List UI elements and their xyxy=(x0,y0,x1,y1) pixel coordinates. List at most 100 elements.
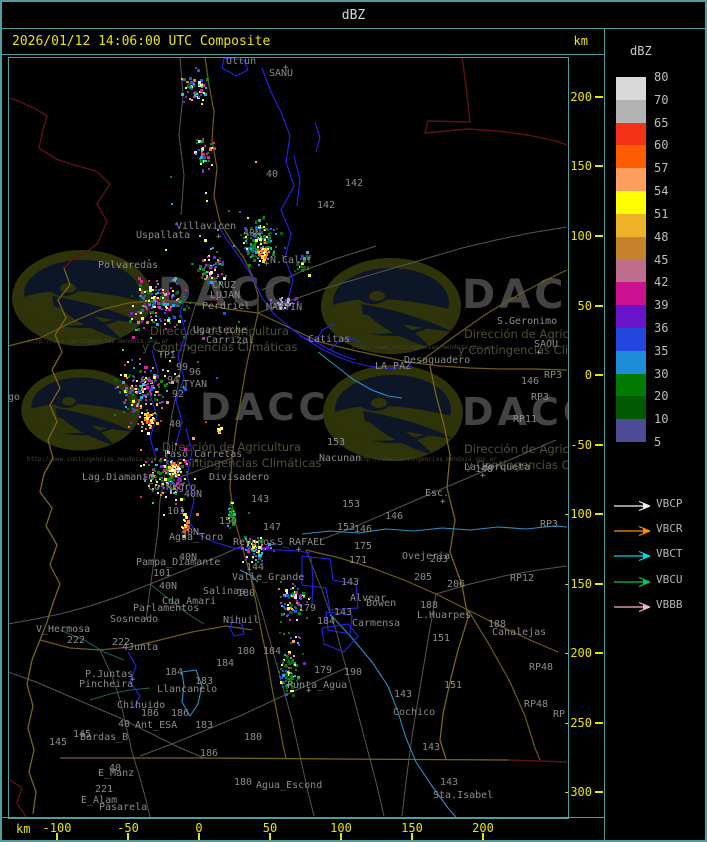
radar-echo-pixel xyxy=(264,250,267,253)
radar-echo-pixel xyxy=(264,248,266,250)
radar-echo-pixel xyxy=(155,312,157,314)
radar-echo-pixel xyxy=(149,474,151,476)
place-label: 143 xyxy=(341,577,360,588)
radar-echo-pixel xyxy=(217,274,219,276)
colorbar-swatch-36 xyxy=(616,328,646,351)
header-bar: 2026/01/12 14:06:00 UTC Composite km xyxy=(2,29,604,54)
radar-echo-pixel xyxy=(295,607,297,609)
radar-echo-pixel xyxy=(308,274,311,277)
radar-echo-pixel xyxy=(262,547,265,550)
radar-echo-pixel xyxy=(210,248,212,250)
place-label: 40 xyxy=(118,719,131,730)
radar-echo-pixel xyxy=(125,399,127,401)
radar-echo-pixel xyxy=(290,588,292,590)
radar-echo-pixel xyxy=(291,685,293,687)
radar-echo-pixel xyxy=(165,496,167,498)
bottom-axis-tick-label: 200 xyxy=(472,821,494,835)
place-label: Villavicen xyxy=(176,221,237,232)
radar-echo-pixel xyxy=(273,550,275,552)
radar-echo-pixel xyxy=(211,147,213,149)
radar-echo-pixel xyxy=(184,320,186,322)
radar-echo-pixel xyxy=(141,379,144,382)
radar-echo-pixel xyxy=(144,371,146,373)
radar-echo-pixel xyxy=(270,547,272,549)
right-axis-tick xyxy=(595,513,603,515)
map-line xyxy=(395,363,413,369)
radar-echo-pixel xyxy=(209,272,212,275)
radar-echo-pixel xyxy=(261,231,263,233)
colorbar-value-label: 30 xyxy=(654,366,669,381)
radar-echo-pixel xyxy=(284,307,286,309)
right-axis-tick xyxy=(595,722,603,724)
place-label: E_Alam xyxy=(81,795,118,806)
radar-echo-pixel xyxy=(138,401,140,403)
radar-echo-pixel xyxy=(202,155,205,158)
place-label: Llancanelo xyxy=(157,684,218,695)
place-label: Canalejas xyxy=(492,627,547,638)
radar-echo-pixel xyxy=(141,317,144,320)
radar-echo-pixel xyxy=(296,263,299,266)
map-line xyxy=(467,609,541,761)
radar-echo-pixel xyxy=(266,252,268,254)
radar-echo-pixel xyxy=(251,543,253,545)
radar-echo-pixel xyxy=(253,553,255,555)
radar-echo-pixel xyxy=(250,256,252,258)
radar-echo-pixel xyxy=(130,386,132,388)
place-label: 146 xyxy=(354,524,373,535)
radar-echo-pixel xyxy=(204,145,206,147)
radar-echo-pixel xyxy=(143,296,145,298)
radar-echo-pixel xyxy=(133,367,135,369)
radar-echo-pixel xyxy=(180,498,183,501)
map-line xyxy=(401,593,437,817)
place-label: Pincheira xyxy=(79,679,134,690)
place-label: MARTIN xyxy=(266,302,303,313)
radar-echo-layer xyxy=(114,67,311,697)
radar-echo-pixel xyxy=(144,388,146,390)
radar-echo-pixel xyxy=(139,416,141,418)
radar-echo-pixel xyxy=(184,388,187,391)
radar-echo-pixel xyxy=(170,287,172,289)
place-label: 145 xyxy=(49,737,68,748)
radar-echo-pixel xyxy=(253,259,256,262)
radar-echo-pixel xyxy=(285,304,287,306)
radar-echo-pixel xyxy=(148,280,150,282)
radar-echo-pixel xyxy=(152,413,154,415)
place-label: SAOU xyxy=(534,339,559,350)
radar-echo-pixel xyxy=(157,384,159,386)
radar-echo-pixel xyxy=(267,258,269,260)
radar-echo-pixel xyxy=(159,318,161,320)
radar-echo-pixel xyxy=(247,550,250,553)
colorbar-value-label: 60 xyxy=(654,138,669,153)
station-marker: + xyxy=(306,686,312,696)
radar-echo-pixel xyxy=(167,473,169,475)
radar-echo-pixel xyxy=(233,513,236,516)
radar-echo-pixel xyxy=(289,619,291,621)
radar-echo-pixel xyxy=(152,502,154,504)
radar-echo-pixel xyxy=(149,289,152,292)
radar-echo-pixel xyxy=(178,474,180,476)
vector-legend-row xyxy=(612,573,654,587)
map-line xyxy=(8,671,205,759)
radar-echo-pixel xyxy=(293,662,296,665)
right-axis-tick xyxy=(595,96,603,98)
radar-echo-pixel xyxy=(201,86,203,88)
radar-echo-pixel xyxy=(288,672,290,674)
radar-echo-pixel xyxy=(245,538,247,540)
radar-echo-pixel xyxy=(206,276,208,278)
radar-echo-pixel xyxy=(229,521,231,523)
radar-echo-pixel xyxy=(196,142,198,144)
radar-echo-pixel xyxy=(138,277,141,280)
radar-echo-pixel xyxy=(157,377,159,379)
radar-echo-pixel xyxy=(185,289,187,291)
radar-echo-pixel xyxy=(152,490,154,492)
right-axis-tick-label: 100 xyxy=(570,229,592,243)
radar-echo-pixel xyxy=(195,67,197,69)
radar-echo-pixel xyxy=(172,469,175,472)
radar-echo-pixel xyxy=(255,226,258,229)
dacc-logo-icon xyxy=(323,365,463,461)
radar-echo-pixel xyxy=(169,479,171,481)
radar-echo-pixel xyxy=(145,396,147,398)
radar-echo-pixel xyxy=(145,384,147,386)
radar-echo-pixel xyxy=(187,525,190,528)
right-axis-tick-label: 200 xyxy=(570,90,592,104)
